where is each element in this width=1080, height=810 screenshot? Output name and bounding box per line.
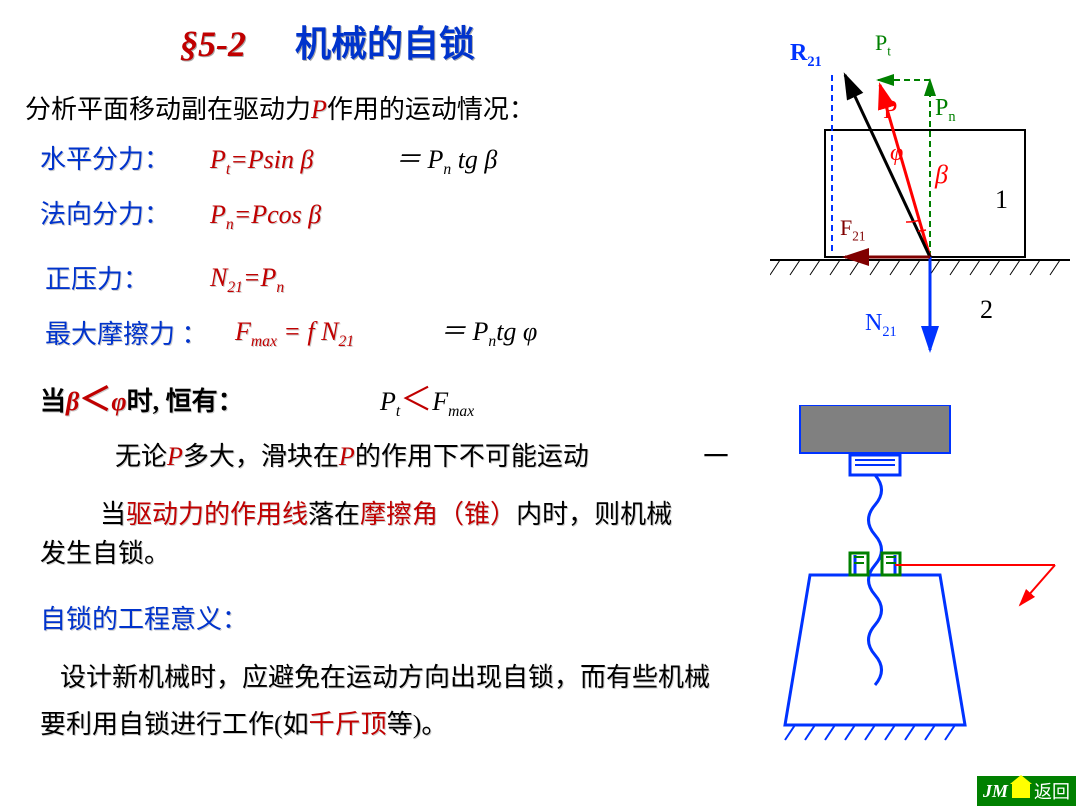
label-F21: F21 — [840, 215, 865, 244]
jack-diagram-svg — [760, 405, 1060, 785]
force-diagram: R21 Pt P Pn φ β 1 F21 2 N21 — [770, 20, 1070, 370]
label-1: 1 — [995, 185, 1008, 215]
jm-label: JM — [983, 781, 1008, 802]
jack-diagram — [760, 405, 1060, 755]
intro-post: 作用的运动情况： — [327, 95, 535, 124]
label-2: 2 — [980, 295, 993, 325]
label-Pn: Pn — [935, 95, 956, 126]
title-row: §5-2 机械的自锁 — [180, 15, 475, 67]
fric-eq2: ＝ Pntg φ — [440, 312, 537, 354]
press-row: 正压力： — [45, 260, 149, 299]
horiz-eq2: ＝ Pn tg β — [395, 140, 497, 182]
fric-row: 最大摩擦力 ： — [45, 315, 208, 354]
label-Pt: Pt — [875, 30, 891, 59]
label-beta: β — [935, 160, 948, 190]
intro-line: 分析平面移动副在驱动力P作用的运动情况： — [25, 90, 535, 129]
fric-label: 最大摩擦力 ： — [45, 320, 208, 349]
press-eq: N21=Pn — [210, 258, 284, 300]
meaning-label: 自锁的工程意义： — [40, 600, 248, 639]
press-label: 正压力： — [45, 265, 149, 294]
normal-eq: Pn=Pcos β — [210, 195, 321, 237]
dash: － — [700, 432, 732, 480]
jm-return-button[interactable]: JM 返回 — [977, 776, 1076, 806]
section-number: §5-2 — [180, 24, 246, 64]
horiz-label: 水平分力： — [40, 145, 170, 174]
cond-row: 当β＜φ时, 恒有： — [40, 375, 244, 423]
fric-eq1: Fmax = f N21 — [235, 312, 354, 354]
intro-pre: 分析平面移动副在驱动力 — [25, 95, 311, 124]
jm-back: 返回 — [1034, 778, 1070, 804]
normal-row: 法向分力： — [40, 195, 170, 234]
horiz-row: 水平分力： — [40, 140, 170, 179]
label-P: P — [883, 95, 897, 125]
home-icon — [1012, 784, 1030, 798]
normal-label: 法向分力： — [40, 200, 170, 229]
impl2: 当驱动力的作用线落在摩擦角（锥）内时，则机械发生自锁。 — [40, 495, 690, 573]
force-diagram-svg — [770, 20, 1070, 360]
intro-P: P — [311, 95, 327, 124]
impl1: 无论P多大，滑块在P的作用下不可能运动 — [115, 437, 589, 476]
title-main: 机械的自锁 — [295, 24, 475, 64]
meaning-text: 设计新机械时，应避免在运动方向出现自锁，而有些机械要利用自锁进行工作(如千斤顶等… — [40, 655, 720, 749]
label-phi: φ — [890, 140, 903, 167]
label-N21: N21 — [865, 310, 897, 341]
cond-eq: Pt＜Fmax — [380, 375, 474, 424]
label-R21: R21 — [790, 40, 822, 71]
horiz-eq1: Pt=Psin β — [210, 140, 313, 182]
